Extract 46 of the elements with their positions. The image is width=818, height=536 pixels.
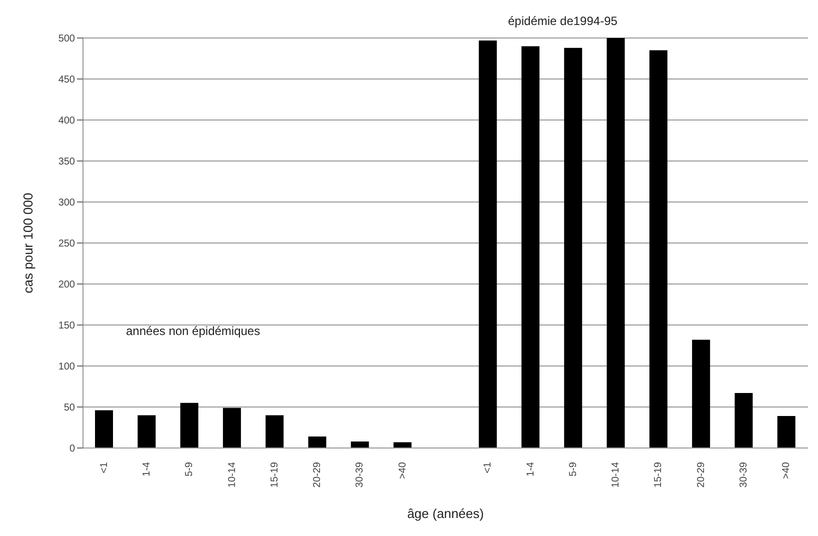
- text: épidémie de1994-95: [508, 14, 618, 28]
- bar: [692, 340, 710, 448]
- y-tick-label: 400: [58, 116, 76, 127]
- x-tick-label: 5-9: [568, 462, 579, 476]
- x-tick-label: >40: [781, 462, 792, 479]
- x-tick-label: >40: [397, 462, 408, 479]
- bar: [222, 408, 241, 448]
- x-tick-label: 1-4: [525, 462, 536, 476]
- y-axis-title: cas pour 100 000: [20, 192, 36, 294]
- x-tick-label: <1: [98, 462, 110, 474]
- bar: [95, 410, 113, 448]
- x-tick-label: 30-39: [354, 462, 366, 488]
- y-tick-label: 500: [58, 34, 76, 45]
- y-tick-label: 250: [58, 238, 76, 250]
- bar: [777, 416, 796, 448]
- bar: [180, 402, 198, 448]
- bar: [308, 436, 326, 448]
- x-tick-label: <1: [482, 462, 494, 474]
- annotation: années non épidémiques: [126, 324, 260, 338]
- y-tick-label: 50: [64, 402, 76, 414]
- bar: [521, 46, 540, 448]
- x-tick-label: 10-14: [226, 462, 238, 488]
- x-axis-title: âge (années): [407, 506, 484, 521]
- x-tick-label: 15-19: [653, 462, 664, 488]
- x-tick-label: 20-29: [696, 462, 707, 488]
- bar: [734, 393, 753, 448]
- bar: [266, 415, 284, 448]
- bar: [138, 415, 156, 448]
- x-tick-label: 1-4: [141, 462, 152, 476]
- bar: [606, 38, 625, 448]
- x-tick-label: 10-14: [610, 462, 622, 488]
- bar: [649, 50, 668, 448]
- y-tick-label: 450: [58, 74, 76, 86]
- y-tick-label: 0: [69, 444, 76, 455]
- bar: [478, 40, 497, 448]
- bar: [350, 441, 369, 448]
- y-tick-label: 350: [58, 156, 76, 168]
- x-tick-label: 30-39: [738, 462, 750, 488]
- y-tick-label: 150: [58, 320, 76, 332]
- x-tick-label: 20-29: [312, 462, 324, 488]
- y-tick-label: 300: [58, 198, 76, 209]
- y-tick-label: 100: [58, 362, 76, 373]
- x-tick-label: 15-19: [269, 462, 280, 488]
- bar: [564, 48, 582, 448]
- x-tick-label: 5-9: [184, 462, 196, 476]
- y-tick-label: 200: [58, 280, 76, 291]
